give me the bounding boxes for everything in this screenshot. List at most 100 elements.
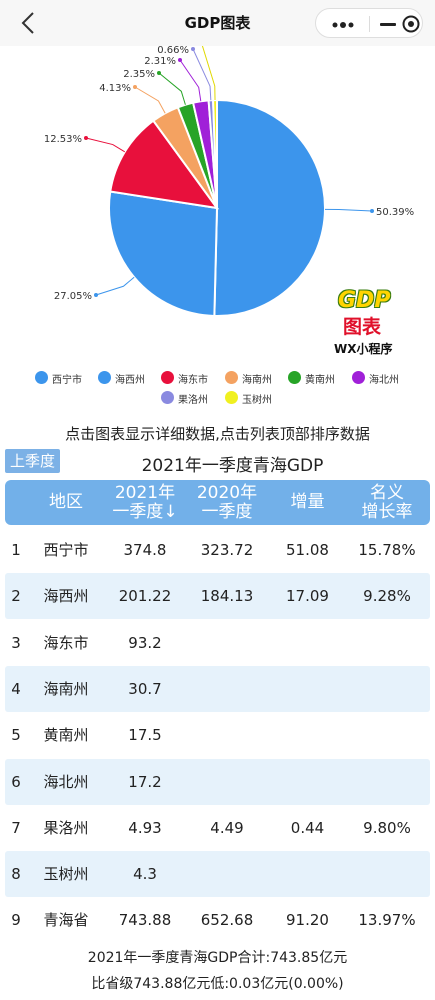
cell-y2020 (187, 620, 267, 666)
page-title: GDP图表 (184, 14, 251, 32)
logo-gdp-text: GDP (338, 288, 391, 313)
table-header: 地区 2021年 一季度↓ 2020年 一季度 增量 名义 增长率 (5, 480, 430, 525)
legend-color-dot (225, 391, 238, 404)
pie-data-label: 27.05% (54, 291, 92, 302)
cell-region: 西宁市 (43, 541, 89, 559)
cell-y2021: 4.3 (133, 865, 157, 884)
pie-slice[interactable] (213, 98, 326, 317)
back-arrow-icon[interactable] (18, 10, 40, 36)
pie-data-label: 2.31% (144, 56, 176, 67)
legend-row-2: 果洛州 玉树州 (0, 390, 435, 406)
cell-increase (270, 712, 345, 758)
last-quarter-button[interactable]: 上季度 (5, 449, 61, 473)
pie-leader-line (179, 59, 202, 102)
cell-increase (270, 666, 345, 712)
pie-leader-dot (133, 85, 137, 89)
cell-increase (270, 759, 345, 805)
header-region[interactable]: 地区 (49, 492, 83, 512)
cell-increase: 51.08 (286, 541, 329, 559)
legend-label: 黄南州 (305, 375, 335, 386)
cell-idx: 4 (11, 679, 21, 698)
more-dots-icon[interactable] (332, 22, 354, 28)
legend-label: 玉树州 (242, 395, 272, 406)
legend-row-1: 西宁市 海西州 海东市 海南州 黄南州 海北州 (0, 370, 435, 386)
pie-leader-dot (370, 209, 374, 213)
header-2020-line2: 一季度 (201, 502, 253, 522)
cell-growth: 13.97% (358, 911, 416, 930)
legend-color-dot (288, 371, 301, 384)
cell-y2021: 201.22 (118, 587, 172, 606)
legend-label: 海西州 (115, 375, 145, 386)
cell-y2020 (187, 666, 267, 712)
cell-growth: 9.80% (363, 818, 411, 837)
pie-data-label: 12.53% (44, 134, 82, 145)
header-2020-q1[interactable]: 2020年 一季度 (187, 480, 267, 525)
cell-idx: 1 (11, 541, 21, 559)
cell-y2020: 4.49 (210, 818, 244, 837)
pie-leader-dot (157, 71, 161, 75)
header-2021-q1[interactable]: 2021年 一季度↓ (105, 480, 185, 525)
cell-region: 玉树州 (43, 865, 89, 884)
minimize-icon[interactable] (380, 23, 396, 26)
pie-leader-line (192, 48, 212, 101)
legend-label: 海南州 (242, 375, 272, 386)
header-growth-line2: 增长率 (361, 502, 413, 522)
legend-color-dot (35, 371, 48, 384)
cell-y2021: 374.8 (123, 541, 167, 559)
cell-y2020: 323.72 (200, 541, 254, 559)
cell-idx: 8 (11, 865, 21, 884)
cell-region: 海北州 (43, 772, 89, 791)
header-2021-line2: 一季度↓ (112, 502, 178, 522)
table-row[interactable]: 9 青海省 743.88 652.68 91.20 13.97% (5, 897, 430, 943)
table-row[interactable]: 4 海南州 30.7 (5, 665, 430, 712)
table-row[interactable]: 7 果洛州 4.93 4.49 0.44 9.80% (5, 805, 430, 851)
pie-leader-line (324, 208, 373, 212)
cell-y2020 (187, 851, 267, 897)
close-miniprogram-icon[interactable] (402, 15, 420, 33)
pie-slice[interactable] (109, 119, 220, 210)
table-row[interactable]: 2 海西州 201.22 184.13 17.09 9.28% (5, 573, 430, 620)
logo-table-text: 图表 (343, 316, 382, 338)
header-increase[interactable]: 增量 (290, 492, 325, 512)
cell-region: 青海省 (43, 911, 89, 930)
pie-leader-line (95, 276, 135, 296)
gdp-pie-chart[interactable]: 50.39%27.05%12.53%4.13%2.35%2.31%0.66%0.… (0, 46, 435, 346)
legend-label: 海东市 (178, 375, 208, 386)
pie-data-label: 2.35% (123, 69, 155, 80)
header-growth-line1: 名义 (370, 483, 404, 503)
cell-growth (347, 759, 427, 805)
cell-idx: 2 (11, 587, 21, 606)
legend-color-dot (161, 391, 174, 404)
cell-region: 海东市 (43, 633, 89, 652)
legend-label: 海北州 (369, 375, 399, 386)
navigation-bar: GDP图表 (0, 0, 435, 46)
table-row[interactable]: 5 黄南州 17.5 (5, 712, 430, 758)
cell-region: 果洛州 (43, 818, 89, 837)
cell-increase: 0.44 (290, 818, 325, 837)
pie-leader-dot (84, 136, 88, 140)
cell-y2020: 184.13 (200, 587, 254, 606)
cell-increase: 91.20 (286, 911, 329, 930)
header-growth-rate[interactable]: 名义 增长率 (347, 480, 427, 525)
cell-growth (347, 851, 427, 897)
legend-label: 果洛州 (178, 395, 208, 406)
cell-y2020: 652.68 (200, 911, 254, 930)
table-title: 2021年一季度青海GDP (141, 456, 324, 476)
miniprogram-capsule (315, 8, 423, 38)
cell-y2021: 4.93 (128, 818, 162, 837)
pie-leader-dot (178, 58, 182, 62)
pie-slice[interactable] (108, 190, 219, 317)
table-row[interactable]: 8 玉树州 4.3 (5, 851, 430, 898)
legend-color-dot (161, 371, 174, 384)
cell-growth: 9.28% (363, 587, 411, 606)
pie-leader-dot (191, 47, 195, 51)
cell-growth (347, 712, 427, 758)
table-row[interactable]: 6 海北州 17.2 (5, 758, 430, 805)
table-row[interactable]: 3 海东市 93.2 (5, 620, 430, 666)
table-row[interactable]: 1 西宁市 374.8 323.72 51.08 15.78% (5, 527, 430, 573)
cell-growth: 15.78% (358, 541, 416, 559)
header-2021-line1: 2021年 (114, 483, 176, 503)
gdp-chart-logo: GDP 图表 WX小程序 (330, 288, 405, 363)
cell-y2021: 17.2 (128, 772, 162, 791)
cell-increase: 17.09 (286, 587, 329, 606)
